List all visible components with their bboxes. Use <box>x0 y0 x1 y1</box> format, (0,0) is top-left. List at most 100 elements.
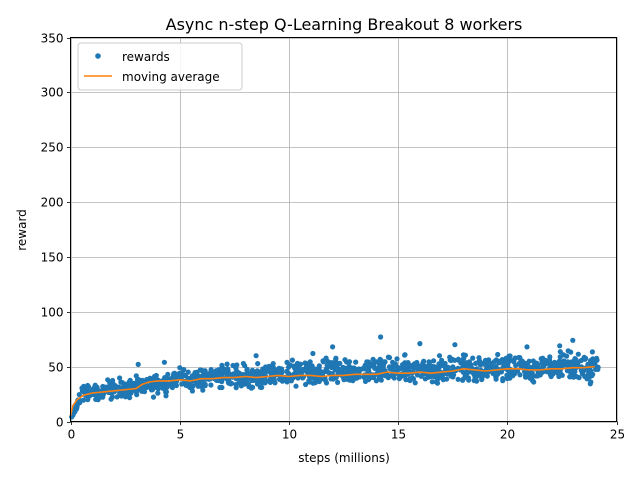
reward-point <box>108 396 114 402</box>
reward-point <box>81 389 87 395</box>
reward-point <box>507 367 513 373</box>
reward-point <box>472 374 478 380</box>
reward-point <box>565 348 571 354</box>
reward-point <box>324 362 330 368</box>
reward-point <box>134 392 140 398</box>
reward-point <box>133 373 139 379</box>
reward-point <box>447 354 453 360</box>
x-tick-label: 25 <box>610 428 625 442</box>
reward-point <box>362 378 369 384</box>
reward-point <box>307 359 313 365</box>
reward-point <box>105 377 111 383</box>
reward-point <box>356 374 363 380</box>
x-tick-label: 15 <box>391 428 406 442</box>
reward-point <box>292 365 298 371</box>
reward-point <box>378 334 384 340</box>
reward-point <box>233 381 239 388</box>
y-tick-label: 250 <box>41 141 64 155</box>
reward-point <box>233 365 239 372</box>
reward-point <box>412 380 418 386</box>
reward-point <box>181 367 187 373</box>
reward-point <box>402 373 408 379</box>
reward-point <box>448 373 454 379</box>
reward-point <box>165 371 171 377</box>
reward-point <box>370 363 376 369</box>
reward-point <box>434 380 441 386</box>
x-tick-label: 20 <box>500 428 515 442</box>
reward-point <box>585 361 591 367</box>
reward-point <box>526 358 532 364</box>
reward-point <box>519 361 525 367</box>
reward-point <box>141 389 148 395</box>
reward-point <box>346 363 352 369</box>
reward-point <box>390 367 396 373</box>
reward-point <box>436 353 443 359</box>
reward-point <box>466 363 472 369</box>
reward-point <box>578 357 584 364</box>
reward-point <box>330 344 336 350</box>
reward-point <box>361 374 367 380</box>
reward-point <box>240 360 246 367</box>
reward-point <box>223 376 229 382</box>
reward-point <box>334 366 340 372</box>
reward-point <box>153 372 159 379</box>
y-tick-label: 300 <box>41 86 64 100</box>
reward-point <box>455 356 461 362</box>
reward-point <box>135 361 141 367</box>
moving-average-line <box>69 365 595 417</box>
reward-point <box>80 397 87 403</box>
reward-point <box>238 383 244 389</box>
reward-point <box>587 358 594 364</box>
reward-point <box>574 374 580 380</box>
reward-point <box>376 373 382 380</box>
reward-point <box>575 351 581 357</box>
reward-point <box>135 378 141 385</box>
reward-point <box>491 359 497 365</box>
reward-point <box>286 364 292 370</box>
reward-point <box>380 363 386 369</box>
reward-point <box>303 381 309 388</box>
reward-point <box>144 376 150 383</box>
reward-point <box>335 379 341 385</box>
reward-point <box>476 355 482 361</box>
legend-rewards-label: rewards <box>122 50 170 64</box>
reward-point <box>110 377 116 384</box>
reward-point <box>563 361 569 367</box>
plot-frame <box>70 37 617 422</box>
reward-point <box>155 390 161 396</box>
reward-point <box>225 366 231 372</box>
reward-point <box>294 360 301 366</box>
reward-point <box>495 351 501 358</box>
reward-point <box>316 378 322 385</box>
reward-point <box>254 381 261 387</box>
reward-point <box>255 361 261 367</box>
reward-point <box>284 368 290 374</box>
reward-point <box>587 381 593 387</box>
reward-point <box>293 383 299 389</box>
reward-point <box>310 350 316 357</box>
reward-point <box>356 366 362 372</box>
x-tick-label: 5 <box>177 428 185 442</box>
reward-point <box>163 384 170 390</box>
reward-point <box>558 360 564 366</box>
reward-point <box>244 366 250 372</box>
y-tick-label: 200 <box>41 196 64 210</box>
reward-point <box>108 384 114 390</box>
x-tick-label: 0 <box>68 428 76 442</box>
reward-point <box>323 380 330 386</box>
reward-point <box>516 354 522 361</box>
legend-moving-average-label: moving average <box>122 70 220 84</box>
reward-point <box>500 378 506 384</box>
reward-point <box>549 369 555 376</box>
reward-point <box>255 377 261 383</box>
reward-point <box>92 382 98 388</box>
reward-point <box>421 358 427 364</box>
reward-point <box>202 368 208 374</box>
reward-point <box>546 357 553 363</box>
reward-point <box>219 384 225 391</box>
y-tick-label: 50 <box>48 361 63 375</box>
reward-point <box>353 359 359 365</box>
reward-point <box>170 381 176 387</box>
legend-box <box>77 42 243 91</box>
